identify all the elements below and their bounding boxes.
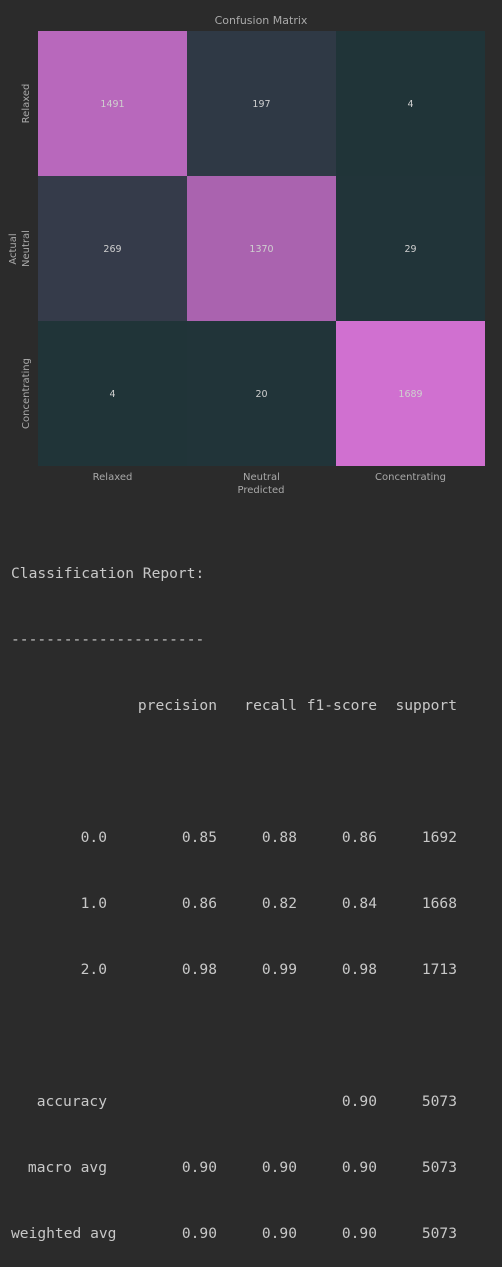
cell-value-label: 1491 xyxy=(100,99,124,110)
summary-support: 5073 xyxy=(421,1093,457,1110)
cell-value-label: 20 xyxy=(255,389,267,400)
report-blank-row xyxy=(11,1025,457,1047)
row-f1-score: 0.98 xyxy=(341,961,377,978)
cell-value-label: 1689 xyxy=(398,389,422,400)
x-tick-label: Relaxed xyxy=(93,472,133,483)
heatmap-cell xyxy=(38,31,187,176)
summary-precision: 0.90 xyxy=(181,1159,217,1176)
report-blank-row xyxy=(11,761,457,783)
summary-label: macro avg xyxy=(27,1159,107,1176)
header-recall: recall xyxy=(244,697,297,714)
row-label: 0.0 xyxy=(80,829,107,846)
summary-support: 5073 xyxy=(421,1159,457,1176)
report-row: 2.0 0.98 0.99 0.98 1713 xyxy=(11,959,457,981)
row-recall: 0.99 xyxy=(261,961,297,978)
heatmap-cell xyxy=(187,321,336,466)
heatmap-cells: 1491 197 4 269 1370 29 4 20 1689 xyxy=(38,31,485,466)
classification-report: Classification Report: -----------------… xyxy=(11,519,457,1267)
heatmap-cell xyxy=(38,321,187,466)
y-axis-label: Actual xyxy=(8,233,19,264)
report-separator: ---------------------- xyxy=(11,631,205,648)
heatmap-cell xyxy=(336,176,485,321)
row-precision: 0.86 xyxy=(181,895,217,912)
summary-f1-score: 0.90 xyxy=(341,1093,377,1110)
row-precision: 0.85 xyxy=(181,829,217,846)
row-support: 1668 xyxy=(421,895,457,912)
report-title: Classification Report: xyxy=(11,565,205,582)
summary-precision: 0.90 xyxy=(181,1225,217,1242)
x-axis-label: Predicted xyxy=(238,485,285,496)
summary-support: 5073 xyxy=(421,1225,457,1242)
heatmap-cell xyxy=(38,176,187,321)
row-support: 1692 xyxy=(421,829,457,846)
cell-value-label: 197 xyxy=(252,99,270,110)
row-f1-score: 0.86 xyxy=(341,829,377,846)
cell-value-label: 1370 xyxy=(249,244,273,255)
summary-recall: 0.90 xyxy=(261,1225,297,1242)
row-recall: 0.82 xyxy=(261,895,297,912)
summary-label: weighted avg xyxy=(11,1225,117,1242)
chart-title: Confusion Matrix xyxy=(215,14,308,27)
report-row: 0.0 0.85 0.88 0.86 1692 xyxy=(11,827,457,849)
summary-label: accuracy xyxy=(36,1093,107,1110)
cell-value-label: 29 xyxy=(404,244,416,255)
row-f1-score: 0.84 xyxy=(341,895,377,912)
row-label: 2.0 xyxy=(80,961,107,978)
x-tick-label: Neutral xyxy=(243,472,280,483)
y-tick-label: Neutral xyxy=(21,230,32,267)
report-header-row: precision recall f1-score support xyxy=(11,695,457,717)
heatmap-cell xyxy=(187,31,336,176)
header-f1-score: f1-score xyxy=(306,697,377,714)
y-tick-label: Concentrating xyxy=(21,358,32,429)
row-label: 1.0 xyxy=(80,895,107,912)
confusion-matrix-chart: Confusion Matrix 1491 197 4 269 1370 29 4 20 168… xyxy=(8,14,485,496)
row-precision: 0.98 xyxy=(181,961,217,978)
y-tick-labels: Relaxed Neutral Concentrating xyxy=(21,84,32,429)
report-row: 1.0 0.86 0.82 0.84 1668 xyxy=(11,893,457,915)
heatmap-cell xyxy=(336,31,485,176)
y-tick-label: Relaxed xyxy=(21,84,32,124)
header-precision: precision xyxy=(137,697,217,714)
header-support: support xyxy=(395,697,457,714)
heatmap-cell xyxy=(336,321,485,466)
summary-f1-score: 0.90 xyxy=(341,1159,377,1176)
cell-value-label: 269 xyxy=(103,244,121,255)
row-recall: 0.88 xyxy=(261,829,297,846)
x-tick-label: Concentrating xyxy=(375,472,446,483)
report-summary-row: macro avg 0.90 0.90 0.90 5073 xyxy=(11,1157,457,1179)
report-summary-row: weighted avg 0.90 0.90 0.90 5073 xyxy=(11,1223,457,1245)
row-support: 1713 xyxy=(421,961,457,978)
cell-value-label: 4 xyxy=(109,389,115,400)
summary-recall: 0.90 xyxy=(261,1159,297,1176)
summary-f1-score: 0.90 xyxy=(341,1225,377,1242)
report-summary-row: accuracy 0.90 5073 xyxy=(11,1091,457,1113)
x-tick-labels: Relaxed Neutral Concentrating xyxy=(93,472,446,483)
heatmap-cell xyxy=(187,176,336,321)
cell-value-label: 4 xyxy=(407,99,413,110)
